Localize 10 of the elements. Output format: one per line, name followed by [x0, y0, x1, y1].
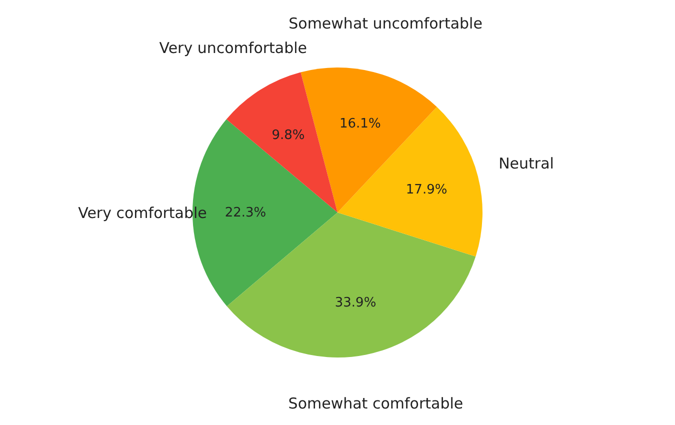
data-label: 16.1%	[340, 116, 381, 132]
data-label: 22.3%	[224, 206, 266, 221]
slice-label: Somewhat uncomfortable	[288, 14, 482, 33]
slice-label: Neutral	[498, 154, 554, 173]
pie-slice	[338, 106, 482, 257]
data-label: 33.9%	[334, 296, 376, 311]
data-label: 9.8%	[272, 128, 305, 143]
data-label: 17.9%	[406, 182, 448, 198]
slice-label: Very uncomfortable	[159, 38, 308, 57]
slice-label: Somewhat comfortable	[288, 394, 464, 413]
